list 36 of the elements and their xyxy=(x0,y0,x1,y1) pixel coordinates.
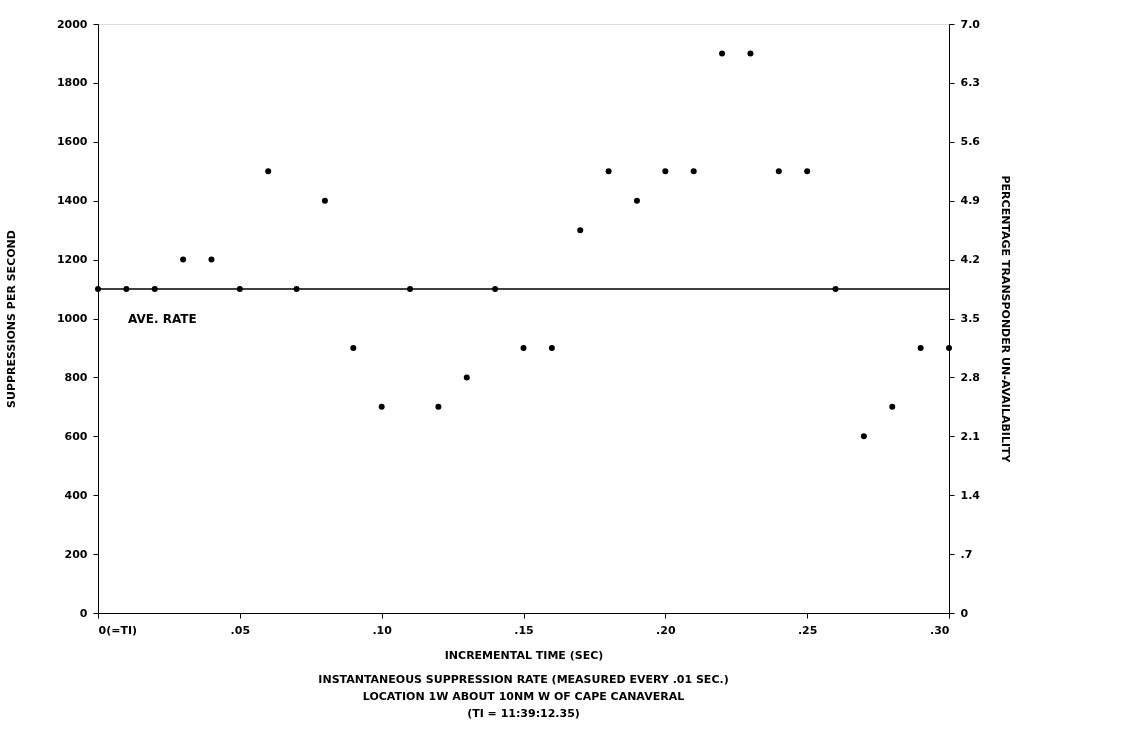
y2-axis-title: PERCENTAGE TRANSPONDER UN-AVAILABILITY xyxy=(998,175,1012,464)
x-tick-label: .15 xyxy=(514,623,534,637)
y2-tick-label: 4.9 xyxy=(960,194,980,208)
text: (TI = 11:39:12.35) xyxy=(467,707,580,720)
y2-tick-label: 3.5 xyxy=(960,312,980,325)
y2-tick-label: 0 xyxy=(960,606,969,620)
y2-tick-label: 5.6 xyxy=(960,135,981,149)
y-tick-label: 1200 xyxy=(56,253,88,267)
y-tick-label: 1400 xyxy=(56,194,88,208)
y2-tick-label: 6.3 xyxy=(960,76,980,90)
y2-tick-label: .7 xyxy=(960,547,973,561)
ref-line-label: AVE. RATE xyxy=(128,312,197,327)
y2-tick-label: 4.2 xyxy=(960,253,980,267)
y-tick-label: 800 xyxy=(64,370,88,384)
x-tick-label: .30 xyxy=(930,623,950,637)
y2-tick-label: 1.4 xyxy=(960,488,981,502)
y2-tick-label: 2.8 xyxy=(960,370,980,384)
y-tick-label: 1600 xyxy=(56,135,88,149)
x-tick-label: 0(=TI) xyxy=(98,623,138,637)
text: INSTANTANEOUS SUPPRESSION RATE (MEASURED EVERY .01 SEC.) xyxy=(318,673,729,686)
x-axis-title: INCREMENTAL TIME (SEC) xyxy=(444,648,604,662)
y2-tick-label: 2.1 xyxy=(960,429,980,443)
text: LOCATION 1W ABOUT 10NM W OF CAPE CANAVERAL xyxy=(362,690,685,703)
y-tick-label: 200 xyxy=(64,547,88,561)
y-tick-label: 600 xyxy=(64,429,88,443)
x-tick-label: .20 xyxy=(656,623,676,637)
x-tick-label: .05 xyxy=(230,623,251,637)
y-tick-label: 1000 xyxy=(56,312,88,325)
y-tick-label: 1800 xyxy=(56,76,88,90)
y2-tick-label: 7.0 xyxy=(960,17,981,31)
x-tick-label: .10 xyxy=(372,623,393,637)
y-tick-label: 2000 xyxy=(56,17,88,31)
x-tick-label: .25 xyxy=(797,623,818,637)
y-axis-title: SUPPRESSIONS PER SECOND xyxy=(4,230,18,408)
y-tick-label: 400 xyxy=(64,488,88,502)
y-tick-label: 0 xyxy=(79,606,88,620)
